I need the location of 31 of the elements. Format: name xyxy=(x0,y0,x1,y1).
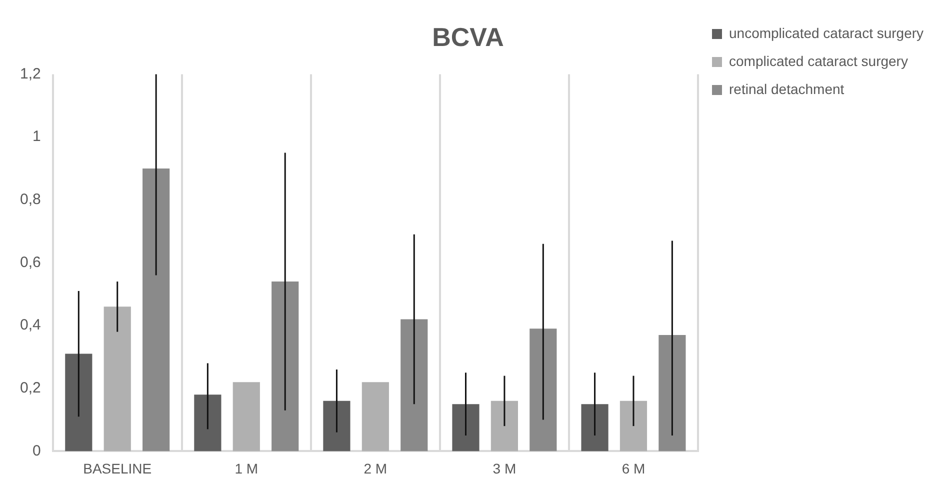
bar xyxy=(232,382,260,452)
x-tick-label: 2 M xyxy=(364,460,388,476)
y-tick-label: 0,8 xyxy=(20,191,41,208)
bar xyxy=(620,400,648,452)
legend-label: uncomplicated cataract surgery xyxy=(729,24,924,41)
bar xyxy=(400,319,428,452)
bar xyxy=(490,400,518,452)
bar xyxy=(362,382,389,452)
bar xyxy=(658,334,686,452)
y-tick-label: 1,2 xyxy=(20,65,41,82)
bar xyxy=(272,282,299,452)
x-tick-label: 1 M xyxy=(234,460,258,476)
y-tick-label: 0 xyxy=(32,442,41,460)
x-tick-label: 6 M xyxy=(622,460,646,476)
x-tick-label: 3 M xyxy=(492,460,516,476)
bar xyxy=(323,400,350,452)
y-tick-label: 1 xyxy=(32,128,41,146)
chart-title: BCVA xyxy=(432,22,504,52)
y-tick-label: 0,2 xyxy=(20,380,41,397)
legend-label: complicated cataract surgery xyxy=(729,52,908,69)
y-tick-label: 0,4 xyxy=(20,316,41,334)
bar xyxy=(194,394,222,452)
bar xyxy=(65,354,92,452)
y-tick-label: 0,6 xyxy=(20,254,41,271)
bar xyxy=(142,168,170,452)
bar xyxy=(530,328,557,452)
legend-label: retinal detachment xyxy=(729,80,844,97)
bar xyxy=(104,306,131,452)
x-tick-label: BASELINE xyxy=(83,460,152,476)
bar xyxy=(452,404,480,452)
bar xyxy=(581,404,608,452)
